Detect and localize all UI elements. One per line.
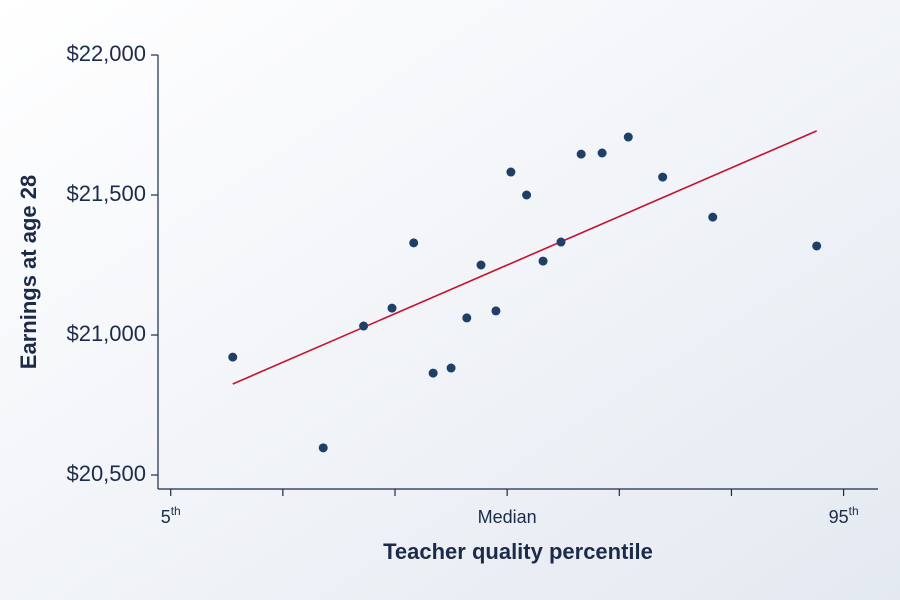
scatter-point [476, 260, 486, 270]
scatter-point [446, 363, 456, 373]
y-axis-title: Earnings at age 28 [16, 175, 41, 369]
y-tick-label: $22,000 [66, 41, 146, 66]
scatter-point [409, 238, 419, 248]
scatter-point [658, 172, 668, 182]
scatter-point [491, 306, 501, 316]
scatter-point [228, 352, 238, 362]
scatter-point [462, 313, 472, 323]
x-axis-title: Teacher quality percentile [383, 539, 653, 564]
scatter-point [359, 321, 369, 331]
scatter-point [506, 167, 516, 177]
y-tick-label: $20,500 [66, 461, 146, 486]
scatter-point [556, 237, 566, 247]
y-tick-label: $21,000 [66, 321, 146, 346]
x-tick-label: 5th [161, 504, 181, 527]
scatter-point [708, 212, 718, 222]
scatter-point [428, 368, 438, 378]
scatter-point [318, 443, 328, 453]
y-tick-label: $21,500 [66, 181, 146, 206]
scatter-point [597, 148, 607, 158]
trend-line [232, 130, 818, 385]
x-tick-label: Median [478, 507, 537, 527]
scatter-point [387, 303, 397, 313]
scatter-point [576, 149, 586, 159]
scatter-point [538, 256, 548, 266]
scatter-point [812, 241, 822, 251]
scatter-point [522, 190, 532, 200]
scatter-point [623, 132, 633, 142]
x-tick-label: 95th [829, 504, 859, 527]
